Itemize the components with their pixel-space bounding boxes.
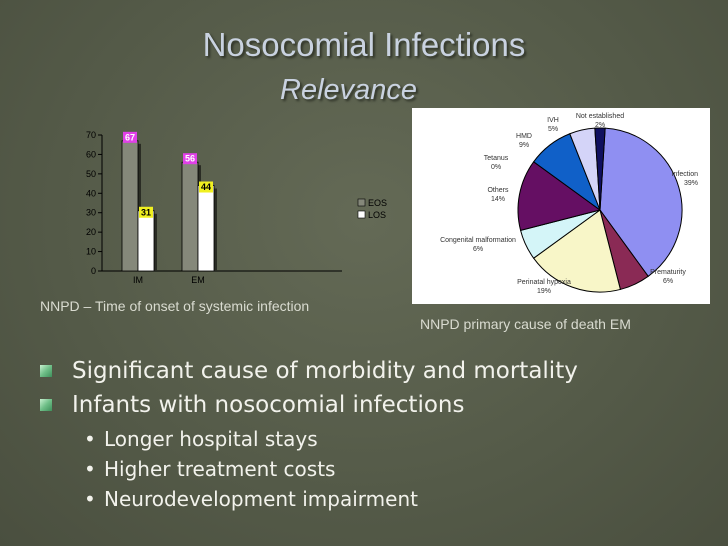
pie-chart: Infection 39% Prematurity 6% Perinatal hypox…	[440, 113, 699, 295]
y-tick-label: 70	[86, 130, 96, 140]
slice-value-label: 6%	[473, 246, 483, 253]
x-tick-label: EM	[191, 275, 205, 285]
slice-label: Congenital malformation	[440, 237, 516, 244]
bar-chart-caption: NNPD – Time of onset of systemic infecti…	[40, 298, 310, 314]
bullet-list: Significant cause of morbidity and morta…	[40, 356, 600, 514]
slice-value-label: 39%	[684, 180, 698, 187]
data-label: 44	[201, 182, 211, 192]
bullet-text: Significant cause of morbidity and morta…	[72, 358, 578, 384]
data-label: 31	[141, 207, 151, 217]
y-tick-label: 10	[86, 247, 96, 257]
slice-value-label: 19%	[537, 288, 551, 295]
bar-eos	[121, 140, 139, 272]
slice-label: HMD	[516, 133, 532, 140]
slice-value-label: 14%	[491, 196, 505, 203]
sub-bullet-item: • Neurodevelopment impairment	[40, 484, 600, 514]
y-tick-label: 40	[86, 188, 96, 198]
sub-bullet-text: Longer hospital stays	[104, 427, 318, 451]
slice-value-label: 9%	[519, 142, 529, 149]
data-label-box	[199, 181, 213, 193]
slice-label: Prematurity	[650, 269, 686, 276]
slice-value-label: 5%	[548, 126, 558, 133]
pie-slice	[532, 209, 622, 293]
pie-chart-panel: Infection 39% Prematurity 6% Perinatal hypox…	[412, 108, 710, 304]
bar-eos	[181, 161, 199, 272]
sub-bullet-text: Higher treatment costs	[104, 457, 336, 481]
sub-bullet-text: Neurodevelopment impairment	[104, 487, 418, 511]
slice-label: Perinatal hypoxia	[517, 279, 571, 286]
square-bullet-icon	[40, 399, 52, 411]
slice-value-label: 6%	[663, 278, 673, 285]
dot-bullet-icon: •	[84, 457, 96, 481]
y-tick-label: 0	[91, 266, 96, 276]
pie-chart-caption: NNPD primary cause of death EM	[420, 316, 631, 332]
sub-bullet-item: • Longer hospital stays	[40, 424, 600, 454]
y-tick-label: 50	[86, 169, 96, 179]
dot-bullet-icon: •	[84, 487, 96, 511]
legend-swatch	[357, 198, 366, 207]
slice-label: Others	[487, 187, 509, 194]
slice-label: Not established	[576, 113, 624, 120]
data-label: 56	[185, 154, 195, 164]
slide-subtitle: Relevance	[280, 74, 418, 106]
y-tick-label: 60	[86, 149, 96, 159]
data-label-box	[139, 206, 153, 218]
bar-chart: 0 10 20 30 40 50 60 70 67 31 IM 56 44 EM EOS LOS	[86, 130, 387, 285]
bar-los	[197, 185, 215, 272]
legend-swatch	[357, 210, 366, 219]
legend-label: EOS	[368, 198, 387, 208]
data-label-box	[183, 153, 197, 165]
y-tick-label: 20	[86, 227, 96, 237]
slice-value-label: 0%	[491, 164, 501, 171]
square-bullet-icon	[40, 365, 52, 377]
slice-label: IVH	[547, 117, 559, 124]
data-label-box	[123, 131, 137, 143]
pie-slice	[594, 127, 606, 211]
x-tick-label: IM	[133, 275, 143, 285]
data-label: 67	[125, 132, 135, 142]
slice-label: Tetanus	[484, 155, 509, 162]
dot-bullet-icon: •	[84, 427, 96, 451]
sub-bullet-item: • Higher treatment costs	[40, 454, 600, 484]
bullet-text: Infants with nosocomial infections	[72, 392, 465, 418]
slice-label: Infection	[672, 171, 699, 178]
bar-los	[137, 210, 155, 272]
y-tick-label: 30	[86, 208, 96, 218]
slide-title: Nosocomial Infections	[202, 26, 526, 63]
pie-slice	[599, 127, 683, 278]
slice-value-label: 2%	[595, 122, 605, 129]
legend-label: LOS	[368, 210, 386, 220]
bullet-item: Infants with nosocomial infections	[40, 390, 600, 420]
bullet-item: Significant cause of morbidity and morta…	[40, 356, 600, 386]
pie-slice	[517, 161, 602, 232]
